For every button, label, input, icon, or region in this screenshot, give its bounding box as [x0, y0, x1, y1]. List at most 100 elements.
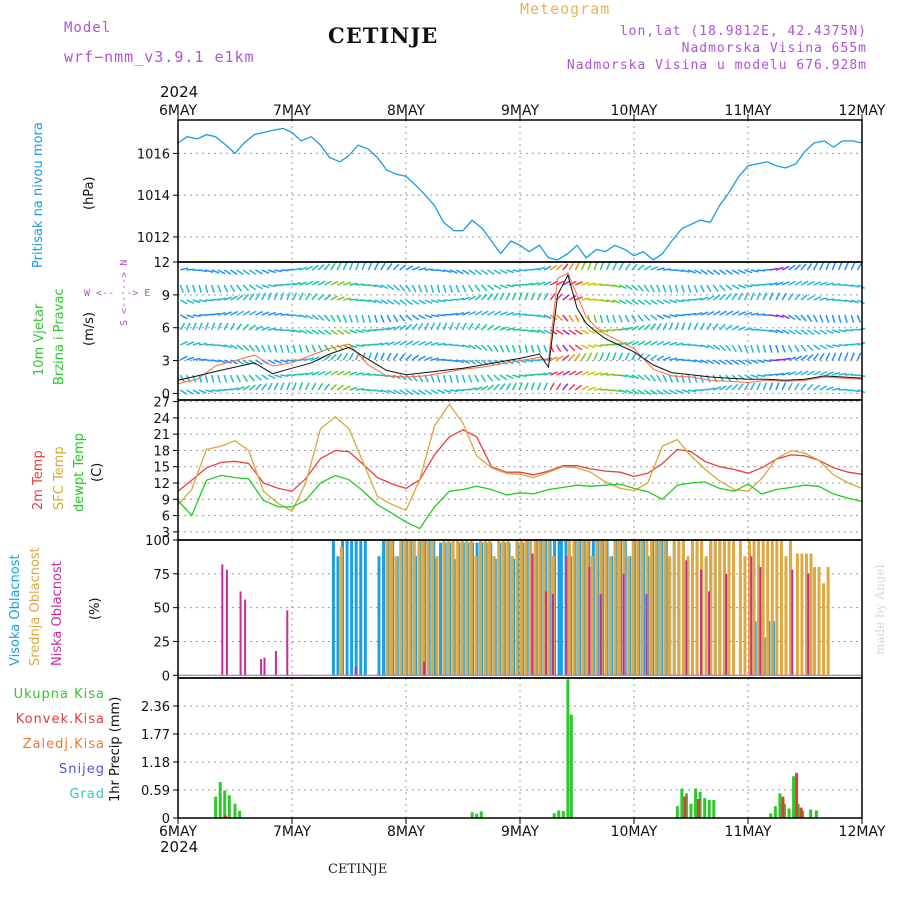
wind-barb [674, 322, 680, 331]
wind-barb [844, 262, 849, 271]
wind-barb [812, 353, 820, 361]
wind-barb [486, 344, 494, 352]
wind-barb [311, 329, 320, 335]
wind-barb [386, 352, 392, 361]
wind-barb [311, 293, 318, 301]
wind-barb [205, 269, 214, 274]
wind-barb [543, 292, 549, 301]
wind-barb [543, 371, 552, 376]
y-tick-label: 18 [153, 444, 170, 459]
wind-barb [511, 292, 517, 301]
wind-barb [825, 282, 835, 286]
wind-barb [756, 344, 761, 353]
wind-barb [210, 374, 215, 383]
wind-barb [650, 314, 658, 321]
wind-barb [800, 370, 809, 376]
wind-barb [688, 359, 697, 363]
wind-barb [706, 359, 715, 365]
precip-total-bar [684, 793, 688, 818]
wind-barb [794, 329, 802, 336]
wind-barb [380, 262, 386, 271]
wind-barb [411, 284, 417, 293]
wind-barb [229, 322, 236, 331]
wind-barb [305, 265, 314, 271]
wind-barb [832, 371, 841, 376]
wind-barb [449, 359, 458, 363]
wind-barb [456, 297, 465, 301]
precip-conv-bar [697, 799, 701, 818]
cloud-mid-bar [761, 540, 765, 676]
precip-total-bar [561, 810, 565, 818]
cloud-high-bar [363, 540, 367, 676]
wind-barb [317, 280, 326, 286]
cloud-mid-bar [520, 540, 523, 676]
wind-barb [217, 311, 226, 316]
wind-barb [706, 322, 712, 331]
wind-barb [292, 292, 298, 301]
wind-barb [217, 359, 226, 364]
wind-barb [368, 299, 377, 304]
wind-barb [794, 344, 800, 353]
precip-total-bar [470, 812, 474, 818]
wind-barb [850, 314, 855, 323]
cloud-low-bar [599, 594, 602, 676]
wind-barb [405, 314, 413, 322]
wind-barb [499, 284, 508, 289]
wind-barb [555, 314, 563, 321]
wind-barb [562, 280, 571, 286]
wind-barb [762, 292, 768, 301]
wind-barb [330, 383, 338, 391]
wind-barb [286, 282, 295, 286]
wind-barb [712, 269, 721, 276]
y-tick-label: 12 [153, 477, 170, 492]
wind-barb [248, 284, 257, 291]
wind-barb [625, 374, 634, 379]
wind-barb [568, 314, 574, 323]
wind-barb [675, 299, 684, 303]
wind-barb [768, 292, 774, 301]
wind-barb [681, 269, 690, 273]
wind-barb [562, 314, 569, 322]
wind-barb [405, 340, 414, 346]
wind-barb [700, 311, 709, 316]
wind-barb [486, 293, 494, 301]
cloud-mid-bar [649, 540, 653, 676]
cloud-mid-bar [451, 540, 455, 676]
precip-total-bar [218, 781, 222, 818]
wind-barb [230, 359, 238, 365]
wind-barb [493, 310, 502, 316]
wind-barb [775, 292, 781, 301]
wind-barb [462, 359, 471, 364]
wind-barb [424, 284, 429, 293]
y-tick-label: 0.59 [141, 784, 170, 799]
cloud-high-bar [350, 540, 354, 676]
wind-barb [418, 389, 426, 396]
wind-barb [731, 269, 740, 275]
wind-barb [192, 299, 201, 304]
wind-barb [487, 269, 495, 275]
wind-barb [317, 314, 325, 322]
wind-barb [286, 329, 295, 333]
cloud-mid-bar [421, 540, 425, 676]
wind-barb [825, 344, 834, 349]
wind-barb [737, 292, 743, 301]
wind-barb [587, 282, 596, 286]
cloud-mid-bar [757, 540, 761, 676]
wind-barb [612, 299, 621, 304]
cloud-low-bar [531, 553, 534, 676]
wind-barb [480, 385, 489, 391]
wind-barb [649, 374, 657, 382]
precip-total-bar [703, 798, 707, 818]
wind-barb [261, 374, 269, 381]
wind-barb [794, 370, 803, 376]
cloud-low-bar [588, 567, 591, 676]
wind-barb [631, 314, 637, 323]
wind-barb [637, 314, 644, 322]
wind-barb [512, 312, 521, 316]
wind-barb [800, 344, 807, 352]
wind-barb [361, 262, 366, 271]
wind-barb [286, 292, 291, 301]
wind-barb [336, 296, 345, 301]
wind-barb [612, 284, 621, 289]
wind-barb [757, 313, 766, 316]
